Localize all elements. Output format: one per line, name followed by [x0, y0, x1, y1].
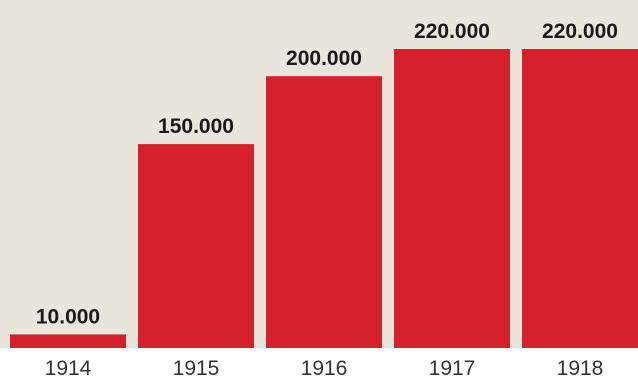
value-labels-group: 10.000 150.000 200.000 220.000 220.000 [36, 20, 618, 328]
bar-1914 [10, 334, 126, 348]
bar-value-label-1917: 220.000 [414, 20, 490, 43]
x-tick-label-1917: 1917 [429, 357, 476, 380]
bar-1916 [266, 76, 382, 348]
x-tick-label-1918: 1918 [557, 357, 604, 380]
bars-group [10, 49, 638, 348]
bar-1915 [138, 144, 254, 348]
bar-value-label-1914: 10.000 [36, 305, 100, 328]
x-tick-label-1915: 1915 [173, 357, 220, 380]
bar-value-label-1918: 220.000 [542, 20, 618, 43]
x-tick-label-1914: 1914 [45, 357, 92, 380]
x-axis-tick-labels: 1914 1915 1916 1917 1918 [45, 357, 604, 380]
bar-1918 [522, 49, 638, 348]
bar-value-label-1916: 200.000 [286, 47, 362, 70]
x-tick-label-1916: 1916 [301, 357, 348, 380]
bar-1917 [394, 49, 510, 348]
bar-value-label-1915: 150.000 [158, 115, 234, 138]
